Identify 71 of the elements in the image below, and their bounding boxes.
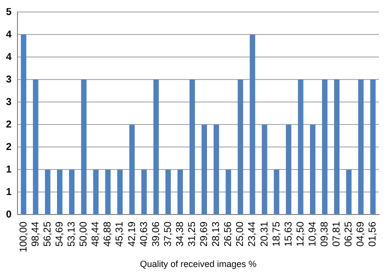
y-tick-label: 4: [6, 29, 12, 40]
x-tick-label: 50,00: [78, 221, 90, 247]
x-axis-title: Quality of received images %: [140, 259, 257, 270]
x-tick-label: 37,50: [162, 221, 174, 247]
y-tick-label: 1: [6, 164, 12, 176]
x-tick-label: 26,56: [223, 221, 234, 247]
bar: [44, 170, 50, 214]
bar: [20, 34, 26, 214]
y-tick-label: 0: [6, 209, 12, 220]
y-tick-label: 2: [6, 119, 12, 130]
bar: [370, 80, 376, 214]
bar: [310, 124, 316, 214]
x-tick-label: 56,25: [42, 221, 54, 247]
bar: [81, 80, 87, 214]
bar: [57, 170, 62, 214]
x-tick-label: 54,69: [54, 221, 66, 247]
x-tick-label: 07,81: [332, 221, 343, 247]
bar: [358, 80, 364, 214]
x-tick-label: 53,13: [66, 221, 78, 247]
y-tick-label: 3: [6, 74, 12, 86]
x-tick-label: 40,63: [138, 221, 150, 247]
bar: [129, 124, 135, 214]
bar: [141, 170, 147, 214]
x-tick-label: 06,25: [344, 221, 355, 247]
x-tick-label: 46,88: [102, 221, 114, 247]
x-tick-label: 23,44: [247, 221, 258, 247]
bar: [262, 124, 268, 214]
x-tick-label: 42,19: [126, 221, 138, 247]
x-tick-label: 45,31: [114, 221, 126, 247]
x-tick-label: 09,38: [319, 221, 330, 247]
bar: [298, 80, 304, 214]
bar: [117, 170, 123, 214]
x-tick-label: 18,75: [271, 221, 282, 247]
x-tick-label: 20,31: [259, 221, 270, 247]
x-tick-label: 28,13: [211, 221, 222, 247]
y-tick-label: 3: [6, 96, 12, 108]
x-tick-label: 39,06: [150, 221, 162, 247]
bar: [250, 34, 256, 214]
x-tick-label: 48,44: [90, 221, 102, 247]
x-tick-label: 15,63: [283, 221, 294, 247]
bar: [153, 80, 159, 214]
bar: [238, 80, 244, 214]
bar: [165, 170, 171, 214]
bar: [105, 170, 111, 214]
bar: [226, 170, 232, 214]
bar: [334, 80, 340, 214]
x-tick-label: 34,38: [174, 221, 186, 247]
bar: [93, 170, 99, 214]
bar: [32, 80, 38, 214]
bar: [202, 124, 207, 214]
x-tick-label: 100,00: [18, 221, 30, 252]
x-tick-label: 29,69: [199, 221, 210, 247]
bar: [346, 170, 352, 214]
x-tick-label: 12,50: [295, 221, 306, 247]
y-tick-label: 4: [6, 52, 12, 63]
bar: [322, 80, 328, 214]
y-tick-label: 2: [6, 142, 12, 153]
x-tick-label: 04,69: [356, 221, 367, 247]
x-tick-label: 98,44: [30, 221, 42, 247]
y-tick-label: 1: [6, 186, 12, 198]
bar: [69, 170, 74, 214]
bar: [177, 170, 183, 214]
bar: [274, 170, 280, 214]
x-tick-label: 01,56: [368, 221, 379, 247]
x-tick-label: 10,94: [307, 221, 318, 247]
x-tick-label: 25,00: [235, 221, 246, 247]
x-tick-label: 31,25: [186, 221, 198, 247]
bar: [190, 80, 195, 214]
bar: [214, 124, 220, 214]
bar: [286, 124, 292, 214]
y-tick-label: 5: [6, 6, 12, 18]
